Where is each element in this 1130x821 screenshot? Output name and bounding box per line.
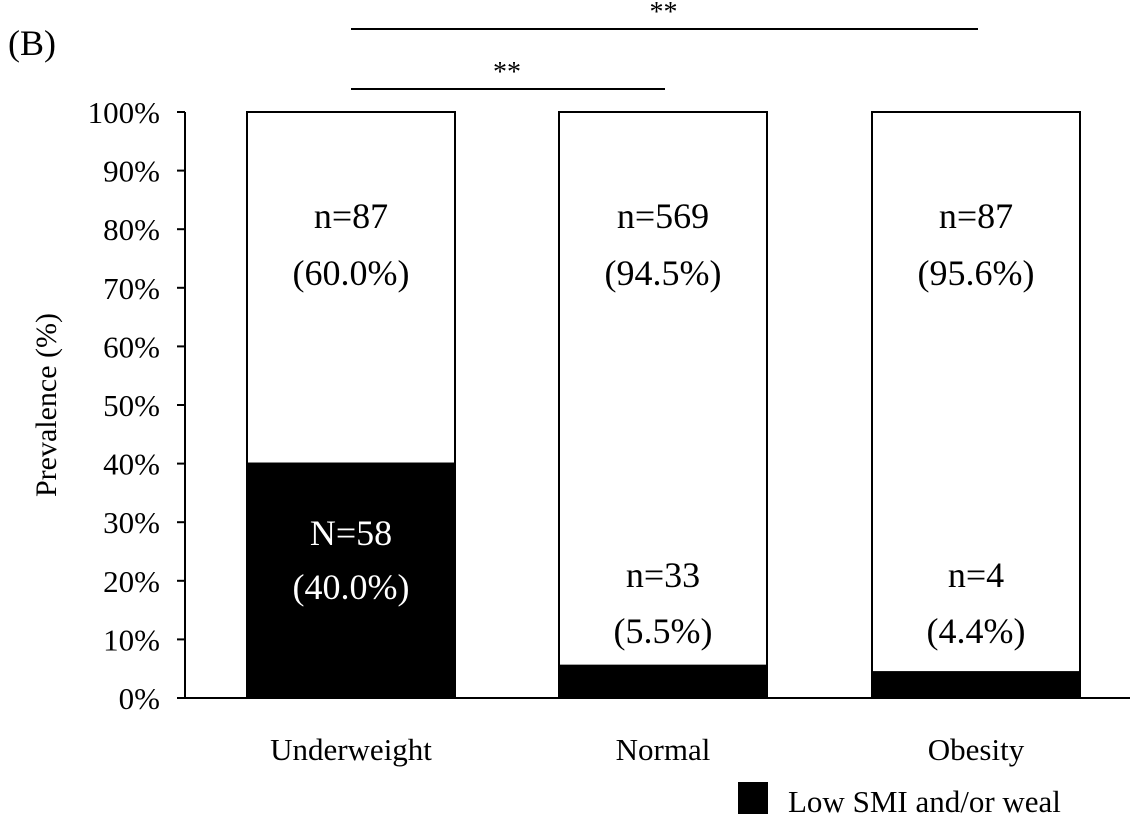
bar-normal-segment bbox=[246, 111, 456, 465]
legend-swatch-low bbox=[738, 782, 768, 814]
legend: Low SMI and/or weal bbox=[738, 782, 1061, 819]
bar-low-segment bbox=[246, 462, 456, 699]
significance-label: ** bbox=[650, 0, 678, 28]
y-tick-label: 50% bbox=[103, 388, 160, 423]
significance-label: ** bbox=[493, 57, 521, 88]
bars: n=87 (60.0%) N=58 (40.0%) n=569 (94.5%) n=33 (5… bbox=[246, 111, 1081, 700]
y-tick-label: 80% bbox=[103, 212, 160, 247]
y-tick-label: 90% bbox=[103, 154, 160, 189]
y-axis-label: Prevalence (%) bbox=[30, 313, 63, 497]
bar-low-segment bbox=[558, 664, 768, 700]
data-label-low-count: n=33 bbox=[626, 555, 700, 595]
y-tick-label: 40% bbox=[103, 447, 160, 482]
data-label-normal-count: n=569 bbox=[617, 196, 709, 236]
data-label-low-count: n=4 bbox=[948, 555, 1004, 595]
data-label-low-count: N=58 bbox=[310, 513, 392, 553]
bar-normal-segment bbox=[871, 111, 1081, 674]
bar-normal-segment bbox=[558, 111, 768, 667]
x-axis: Underweight Normal Obesity bbox=[185, 697, 1130, 767]
data-label-normal-count: n=87 bbox=[314, 196, 388, 236]
data-label-normal-percent: (95.6%) bbox=[918, 253, 1035, 293]
data-label-low-percent: (4.4%) bbox=[927, 611, 1026, 651]
data-label-normal-percent: (94.5%) bbox=[605, 253, 722, 293]
x-tick-label: Obesity bbox=[928, 732, 1025, 767]
data-label-normal-percent: (60.0%) bbox=[293, 253, 410, 293]
data-label-low-percent: (5.5%) bbox=[614, 611, 713, 651]
y-tick-label: 70% bbox=[103, 271, 160, 306]
y-tick-label: 30% bbox=[103, 505, 160, 540]
data-label-low-percent: (40.0%) bbox=[293, 567, 410, 607]
y-tick-label: 100% bbox=[88, 95, 160, 130]
y-tick-label: 20% bbox=[103, 564, 160, 599]
x-tick-label: Underweight bbox=[270, 732, 432, 767]
significance-brackets: ** ** bbox=[351, 0, 978, 90]
legend-label-low: Low SMI and/or weal bbox=[788, 784, 1061, 819]
panel-label: (B) bbox=[8, 23, 56, 63]
y-tick-label: 0% bbox=[119, 681, 160, 716]
y-axis: 0% 10% 20% 30% 40% 50% 60% 70% 80% 90% 100% bbox=[88, 95, 186, 716]
bar-low-segment bbox=[871, 671, 1081, 700]
y-tick-label: 10% bbox=[103, 622, 160, 657]
data-label-normal-count: n=87 bbox=[939, 196, 1013, 236]
x-tick-label: Normal bbox=[616, 732, 711, 767]
y-tick-label: 60% bbox=[103, 329, 160, 364]
